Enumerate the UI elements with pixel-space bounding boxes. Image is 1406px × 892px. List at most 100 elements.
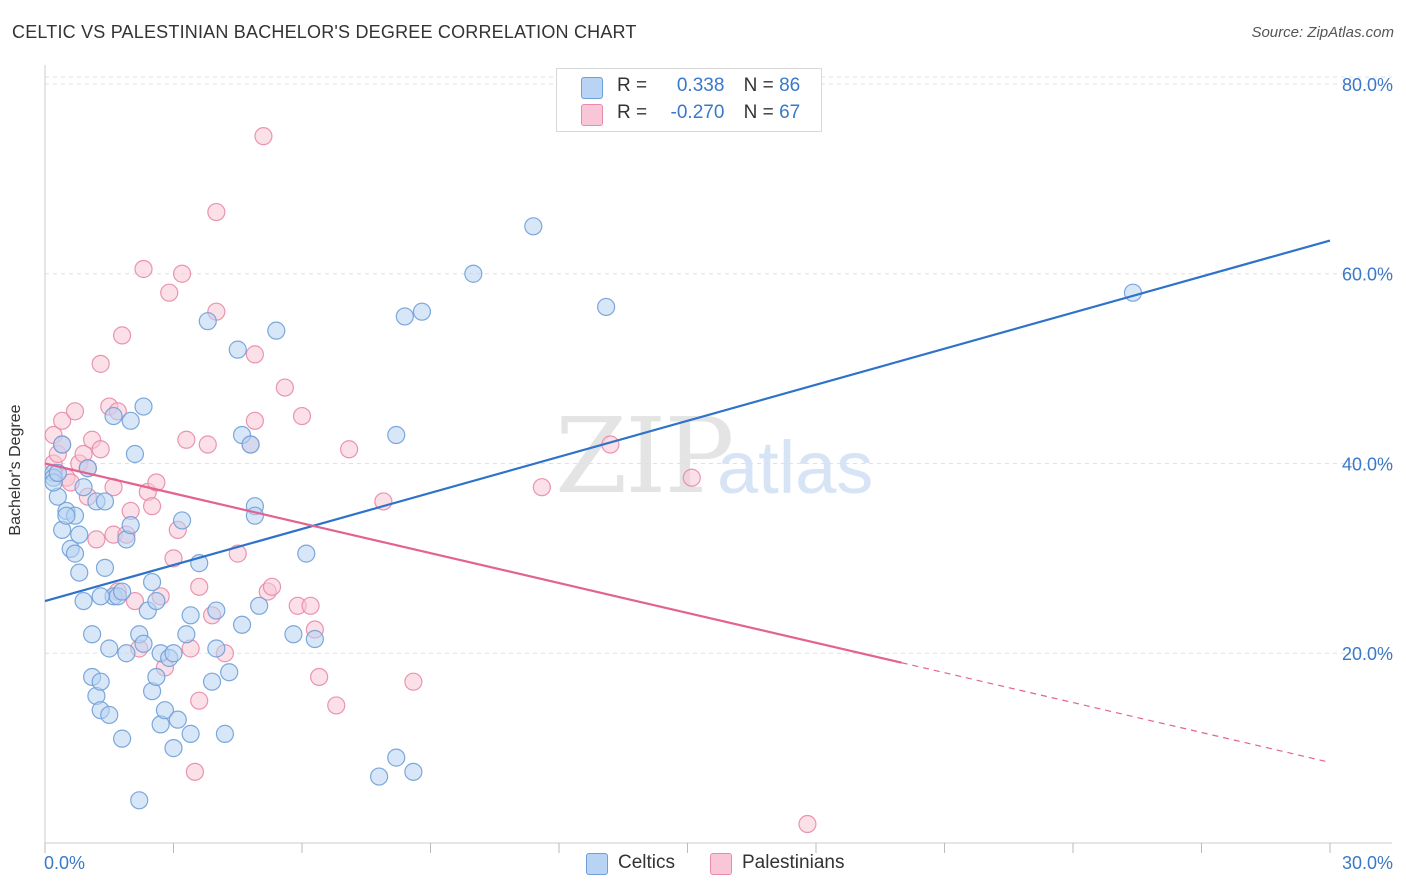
palestinian-point: [245, 345, 264, 364]
celtic-point: [220, 663, 239, 682]
palestinian-point: [164, 549, 183, 568]
celtic-point: [404, 762, 423, 781]
y-tick-label: 20.0%: [1342, 644, 1393, 664]
n-value: 67: [779, 102, 801, 123]
celtic-point: [57, 506, 76, 525]
palestinians-legend-swatch: [710, 853, 732, 875]
palestinian-point: [190, 577, 209, 596]
palestinian-point: [207, 202, 226, 222]
palestinian-point: [87, 530, 106, 549]
celtic-point: [245, 506, 264, 525]
celtic-point: [207, 639, 226, 658]
celtic-point: [70, 525, 89, 544]
celtic-point: [91, 672, 110, 691]
x-tick-label: 0.0%: [44, 853, 85, 873]
celtic-point: [305, 629, 324, 649]
celtic-point: [241, 435, 260, 454]
celtic-point: [83, 625, 102, 644]
celtic-point: [125, 444, 145, 464]
legend-row-text: R = -0.270 N = 67: [617, 102, 800, 124]
celtic-point: [121, 516, 140, 535]
celtic-point: [100, 639, 119, 658]
palestinian-point: [310, 667, 329, 687]
palestinian-point: [532, 478, 551, 497]
celtic-point: [100, 705, 119, 725]
celtic-point: [202, 672, 222, 691]
celtic-point: [387, 748, 406, 767]
celtics-swatch: [581, 77, 603, 99]
celtic-point: [250, 596, 269, 615]
r-label: R =: [617, 102, 648, 123]
palestinian-point: [190, 691, 209, 710]
palestinian-point: [65, 402, 85, 421]
celtic-point: [524, 217, 543, 236]
celtic-point: [164, 644, 183, 663]
palestinian-point: [112, 326, 132, 345]
celtic-point: [155, 701, 175, 720]
celtic-point: [215, 724, 234, 743]
celtic-point: [117, 644, 136, 663]
palestinian-point: [340, 440, 359, 459]
celtic-point: [1123, 283, 1143, 302]
legend-row-text: R = 0.338 N = 86: [617, 75, 800, 97]
celtic-point: [177, 625, 196, 644]
celtic-point: [65, 544, 85, 563]
n-label: N =: [743, 102, 774, 123]
celtic-point: [91, 587, 110, 606]
celtic-point: [142, 572, 162, 592]
celtic-point: [370, 767, 389, 786]
celtics-legend-swatch: [586, 853, 608, 875]
palestinian-point: [327, 696, 346, 715]
celtic-point: [597, 297, 616, 317]
celtic-point: [112, 729, 132, 748]
palestinian-point: [177, 430, 196, 449]
celtic-point: [387, 425, 406, 445]
palestinian-point: [53, 411, 72, 430]
r-value: -0.270: [670, 102, 725, 123]
celtic-point: [207, 601, 226, 620]
celtic-point: [95, 492, 115, 511]
n-value: 86: [779, 75, 801, 96]
celtic-point: [53, 435, 72, 454]
palestinian-point: [404, 672, 423, 691]
celtic-point: [74, 591, 93, 611]
palestinian-point: [185, 762, 205, 781]
palestinians-legend-label: Palestinians: [742, 852, 845, 873]
celtic-point: [172, 511, 192, 530]
palestinian-trend-line: [44, 462, 902, 664]
celtics-legend-label: Celtics: [618, 852, 676, 873]
celtic-trend-line: [44, 239, 1331, 603]
celtic-point: [104, 406, 123, 426]
celtic-point: [395, 307, 414, 326]
celtic-point: [48, 463, 67, 483]
x-tick-label: 30.0%: [1342, 853, 1393, 873]
celtic-point: [232, 615, 252, 634]
celtic-point: [412, 302, 432, 321]
palestinian-point: [228, 544, 247, 563]
palestinian-point: [682, 468, 701, 487]
celtic-point: [464, 264, 483, 283]
palestinian-point: [301, 596, 320, 615]
celtic-point: [267, 321, 286, 340]
celtic-point: [130, 791, 149, 810]
celtic-point: [228, 340, 247, 359]
chart-title: CELTIC VS PALESTINIAN BACHELOR'S DEGREE …: [12, 22, 637, 42]
palestinian-point: [292, 406, 312, 426]
celtic-point: [198, 312, 217, 331]
palestinian-point: [245, 411, 264, 430]
stats-legend: R = 0.338 N = 86 R = -0.270 N = 67: [556, 68, 822, 132]
palestinians-swatch: [581, 104, 603, 126]
celtic-point: [134, 397, 153, 416]
celtic-point: [112, 582, 132, 601]
palestinian-point: [142, 497, 162, 516]
y-tick-label: 60.0%: [1342, 265, 1393, 285]
r-value: 0.338: [676, 75, 725, 96]
celtic-point: [70, 563, 89, 582]
r-label: R =: [617, 75, 648, 96]
celtic-point: [134, 634, 153, 653]
palestinian-point: [262, 577, 282, 596]
celtic-point: [297, 544, 316, 563]
palestinian-point: [147, 473, 166, 492]
watermark-atlas: atlas: [717, 426, 874, 509]
